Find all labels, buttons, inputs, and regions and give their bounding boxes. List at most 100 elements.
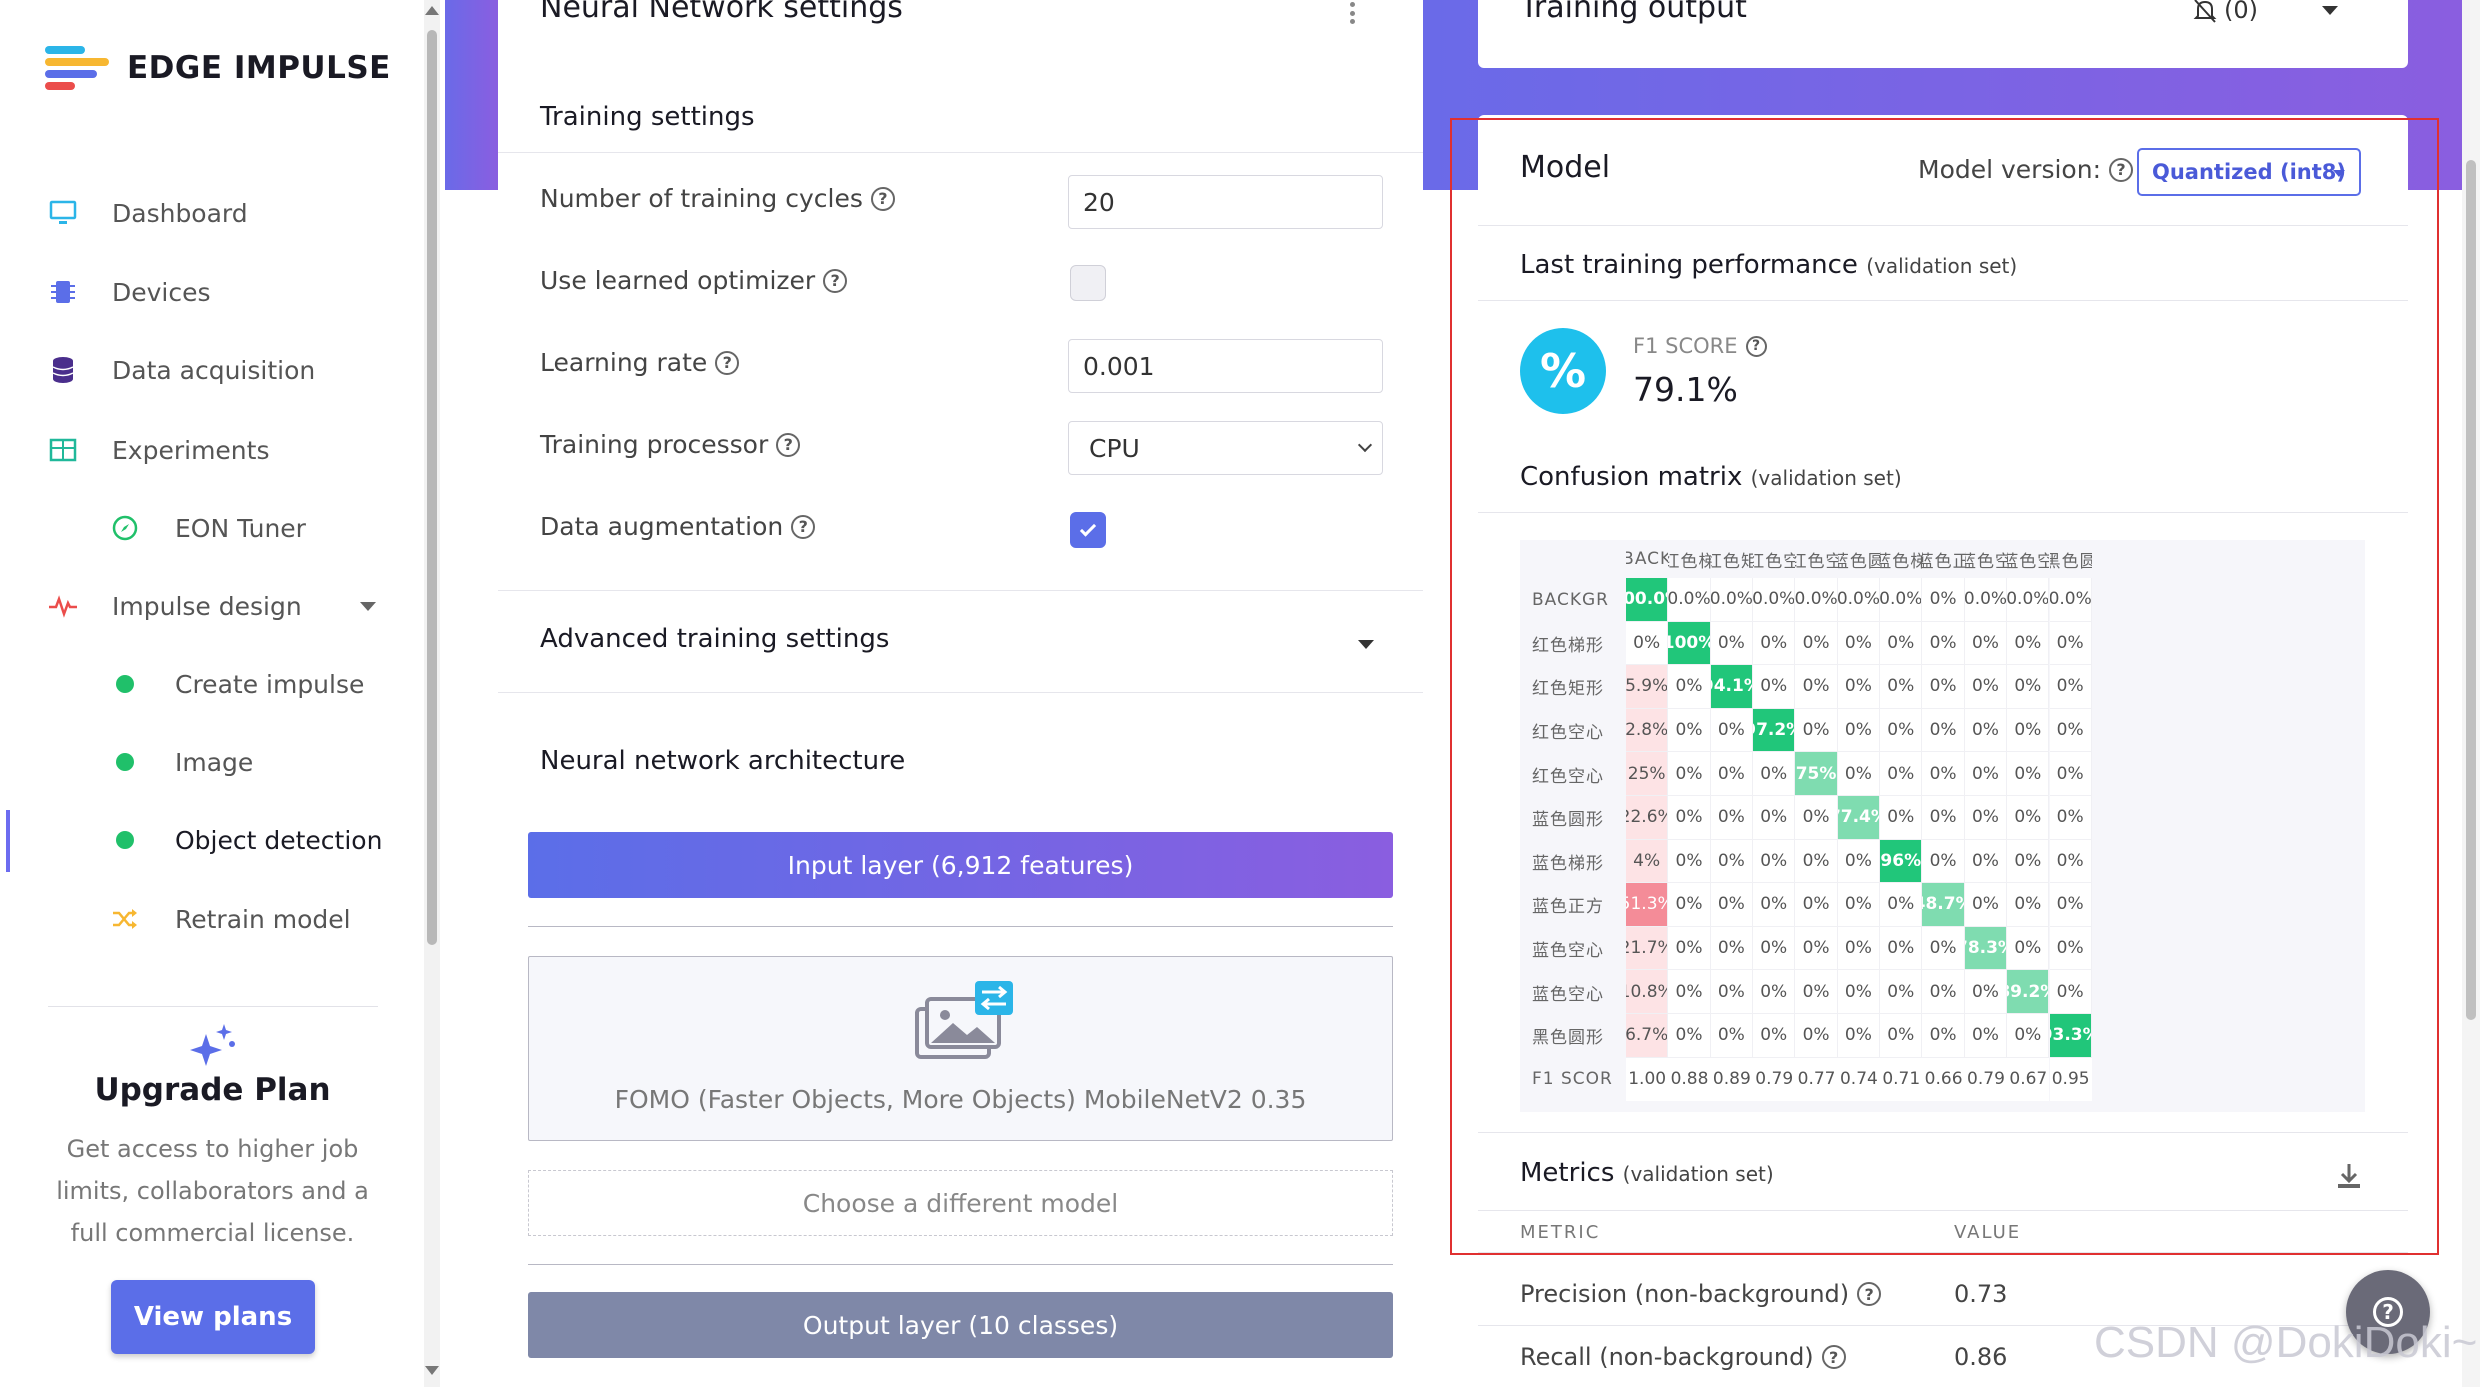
model-card[interactable]: FOMO (Faster Objects, More Objects) Mobi… — [528, 956, 1393, 1141]
matrix-cell: 0% — [1668, 970, 1711, 1014]
bell-off-icon[interactable] — [2192, 0, 2218, 24]
matrix-cell: 0% — [2007, 1014, 2050, 1058]
matrix-cell: 100% — [1668, 621, 1711, 666]
watermark: CSDN @DokiDoki~ — [2094, 1318, 2478, 1367]
training-cycles-input[interactable] — [1068, 175, 1383, 229]
learning-rate-input[interactable] — [1068, 339, 1383, 393]
matrix-f1-cell: 0.89 — [1710, 1057, 1754, 1102]
output-layer-button[interactable]: Output layer (10 classes) — [528, 1292, 1393, 1358]
metric-row-name: Recall (non-background)? — [1520, 1343, 1846, 1371]
matrix-cell: 4% — [1626, 839, 1669, 884]
advanced-settings-toggle[interactable]: Advanced training settings — [540, 624, 890, 654]
sidebar-item-experiments[interactable]: Experiments — [0, 420, 400, 480]
input-layer-button[interactable]: Input layer (6,912 features) — [528, 832, 1393, 898]
sidebar-item-devices[interactable]: Devices — [0, 262, 400, 322]
sidebar-item-label: Object detection — [175, 825, 383, 855]
architecture-heading: Neural network architecture — [540, 746, 906, 776]
scrollbar-thumb[interactable] — [427, 30, 437, 945]
help-icon[interactable]: ? — [870, 186, 895, 211]
matrix-cell: 0% — [1710, 970, 1754, 1014]
sidebar-item-data-acquisition[interactable]: Data acquisition — [0, 340, 400, 400]
matrix-cell: 0% — [2049, 883, 2092, 927]
training-processor-select[interactable]: CPU — [1068, 421, 1383, 475]
divider — [1478, 300, 2408, 301]
matrix-cell: 0% — [1753, 752, 1796, 796]
learned-optimizer-label: Use learned optimizer? — [540, 266, 848, 295]
model-version-select[interactable]: Quantized (int8) — [2137, 148, 2361, 196]
matrix-cell: 0.0% — [1753, 578, 1796, 622]
matrix-cell: 0% — [1753, 926, 1796, 971]
chevron-down-icon[interactable] — [2322, 6, 2338, 15]
help-fab-button[interactable]: ? — [2346, 1270, 2430, 1354]
matrix-cell: 0% — [1668, 665, 1711, 709]
matrix-row-label: 蓝色正方 — [1532, 897, 1604, 918]
matrix-cell: 0% — [1710, 621, 1754, 666]
help-icon[interactable]: ? — [2109, 157, 2133, 182]
chevron-down-icon[interactable] — [360, 602, 376, 611]
sidebar-item-create-impulse[interactable]: Create impulse — [0, 654, 400, 714]
sidebar-item-retrain-model[interactable]: Retrain model — [0, 889, 400, 949]
matrix-row-label: 蓝色圆形 — [1532, 810, 1604, 831]
matrix-column-header: 红色空 — [1795, 551, 1838, 572]
data-augmentation-label: Data augmentation? — [540, 512, 816, 541]
matrix-cell: 6.7% — [1626, 1014, 1669, 1058]
sidebar-item-image[interactable]: Image — [0, 732, 400, 792]
training-output-title: Training output — [1520, 0, 1747, 25]
matrix-f1-cell: 0.67 — [2007, 1057, 2050, 1102]
matrix-cell: 0.0% — [1964, 578, 2008, 622]
sidebar-item-dashboard[interactable]: Dashboard — [0, 183, 400, 243]
help-icon[interactable]: ? — [776, 432, 801, 457]
f1-score-text: F1 SCORE — [1633, 334, 1738, 358]
chevron-down-icon[interactable] — [1358, 640, 1374, 649]
matrix-cell: 22.6% — [1626, 796, 1669, 840]
sidebar-scrollbar[interactable] — [424, 0, 440, 1387]
matrix-cell: 0% — [1964, 752, 2008, 796]
model-version-text: Model version: — [1918, 155, 2101, 184]
learned-optimizer-checkbox[interactable] — [1070, 265, 1106, 301]
matrix-cell: 0% — [1922, 752, 1965, 796]
help-icon[interactable]: ? — [1821, 1345, 1846, 1369]
matrix-cell: 21.7% — [1626, 926, 1669, 971]
sidebar-item-eon-tuner[interactable]: EON Tuner — [0, 498, 400, 558]
training-cycles-label: Number of training cycles? — [540, 184, 895, 213]
matrix-cell: 0% — [2049, 970, 2092, 1014]
header-band-left — [445, 0, 498, 190]
right-panel: Training output (0) Model Model version:… — [1478, 0, 2408, 1387]
metric-column-header: METRIC — [1520, 1222, 1601, 1243]
percent-icon: % — [1520, 328, 1606, 414]
matrix-cell: 0% — [1795, 970, 1838, 1014]
matrix-cell: 78.3% — [1964, 926, 2008, 971]
f1-score-label: F1 SCORE? — [1633, 334, 1767, 358]
matrix-cell: 0% — [1880, 926, 1923, 971]
matrix-cell: 0% — [2007, 796, 2050, 840]
main-scrollbar[interactable] — [2462, 0, 2480, 1387]
choose-different-model-button[interactable]: Choose a different model — [528, 1170, 1393, 1236]
help-icon[interactable]: ? — [791, 514, 816, 539]
scrollbar-thumb[interactable] — [2466, 160, 2476, 1020]
help-icon[interactable]: ? — [1857, 1282, 1882, 1306]
upgrade-description: Get access to higher job limits, collabo… — [56, 1135, 369, 1247]
matrix-cell: 0% — [2049, 926, 2092, 971]
help-icon[interactable]: ? — [1745, 335, 1767, 357]
matrix-column-header: BACK — [1626, 549, 1669, 569]
download-icon[interactable] — [2336, 1162, 2362, 1190]
matrix-column-header: 蓝色正 — [1922, 551, 1965, 572]
brand-logo[interactable]: EDGE IMPULSE — [45, 46, 391, 90]
training-settings-heading: Training settings — [540, 102, 755, 132]
confusion-matrix: BACK 红色梯 红色矩 红色空 红色空 蓝色圆 蓝色梯 蓝色正 蓝色空 蓝色空 黑色圆 BACKGR… — [1520, 540, 2365, 1112]
scroll-down-icon[interactable] — [425, 1366, 439, 1375]
sidebar-item-label: Devices — [112, 277, 211, 307]
sidebar-item-impulse-design[interactable]: Impulse design — [0, 576, 400, 636]
data-augmentation-checkbox[interactable] — [1070, 512, 1106, 548]
matrix-f1-cell: 0.88 — [1668, 1057, 1711, 1102]
help-icon[interactable]: ? — [715, 350, 740, 375]
matrix-row-label: 蓝色梯形 — [1532, 853, 1604, 874]
view-plans-button[interactable]: View plans — [111, 1280, 315, 1354]
chevron-down-icon — [2333, 170, 2345, 177]
matrix-row-label: 蓝色空心 — [1532, 984, 1604, 1005]
help-icon[interactable]: ? — [823, 268, 848, 293]
matrix-cell: 0% — [1710, 796, 1754, 840]
more-options-icon[interactable] — [1350, 2, 1356, 24]
scroll-up-icon[interactable] — [425, 6, 439, 15]
sidebar-item-object-detection[interactable]: Object detection — [0, 810, 400, 870]
